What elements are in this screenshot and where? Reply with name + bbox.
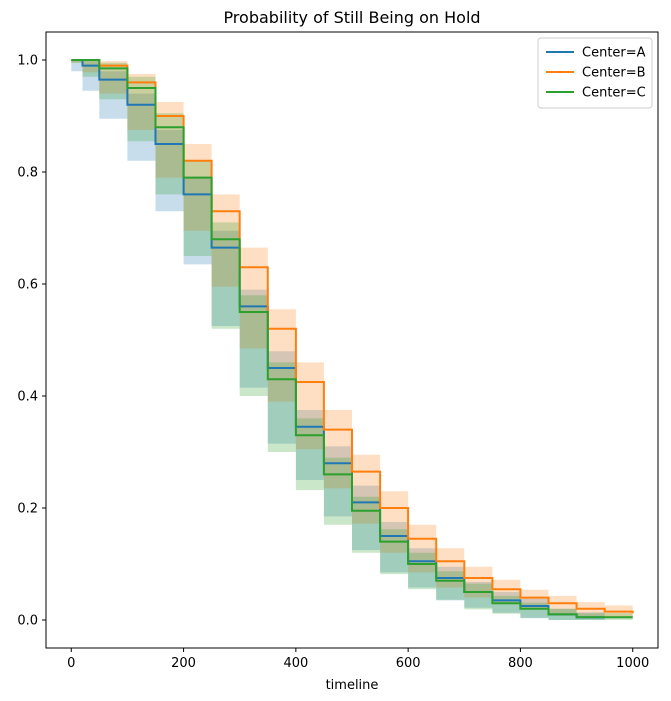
x-tick-label: 600 bbox=[396, 656, 421, 671]
legend-label: Center=C bbox=[582, 86, 646, 101]
y-tick-label: 0.6 bbox=[17, 278, 38, 293]
x-tick-label: 400 bbox=[283, 656, 308, 671]
legend-label: Center=B bbox=[582, 66, 646, 81]
x-tick-label: 1000 bbox=[616, 656, 649, 671]
y-axis: 0.0 0.2 0.4 0.6 0.8 1.0 bbox=[17, 54, 46, 629]
legend-label: Center=A bbox=[582, 46, 646, 61]
x-tick-label: 0 bbox=[67, 656, 75, 671]
x-axis: 0 200 400 600 800 1000 bbox=[67, 648, 649, 671]
y-tick-label: 0.8 bbox=[17, 166, 38, 181]
y-tick-label: 0.2 bbox=[17, 502, 38, 517]
legend: Center=A Center=B Center=C bbox=[537, 37, 653, 109]
x-axis-label: timeline bbox=[326, 678, 379, 693]
y-tick-label: 1.0 bbox=[17, 54, 38, 69]
y-tick-label: 0.0 bbox=[17, 614, 38, 629]
chart-title: Probability of Still Being on Hold bbox=[223, 8, 480, 27]
survival-lines bbox=[71, 59, 634, 619]
survival-line-center-c bbox=[71, 59, 633, 619]
legend-box bbox=[537, 37, 653, 109]
x-tick-label: 800 bbox=[508, 656, 533, 671]
axes-frame bbox=[45, 31, 659, 649]
y-tick-label: 0.4 bbox=[17, 390, 38, 405]
x-tick-label: 200 bbox=[171, 656, 196, 671]
ci-band-center-a bbox=[71, 60, 605, 620]
